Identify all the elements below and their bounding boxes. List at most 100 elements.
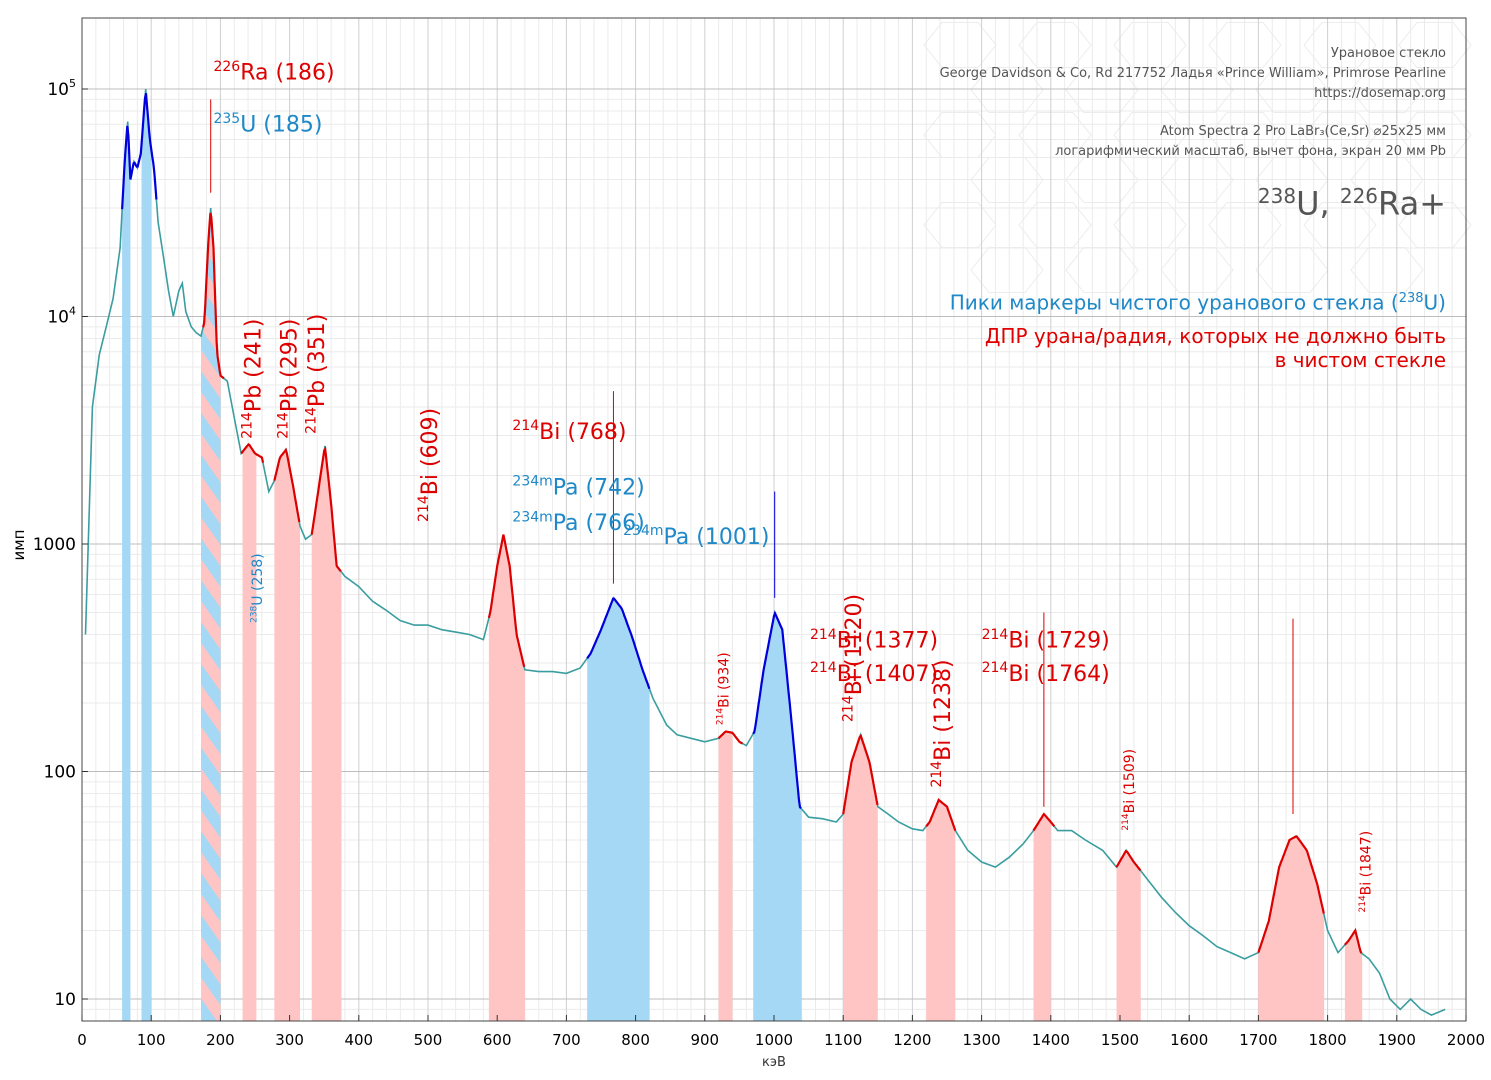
- source-url: https://dosemap.org: [1314, 86, 1446, 101]
- peak-label-text: Bi (1729): [1008, 629, 1109, 654]
- peak-label: 238U (258): [249, 553, 266, 623]
- hexagon: [1160, 247, 1234, 293]
- hexagon: [970, 247, 1044, 293]
- x-tick-label: 1800: [1309, 1031, 1347, 1049]
- y-tick-base: 10: [47, 80, 69, 100]
- y-tick-exponent: 4: [69, 305, 76, 318]
- iso2-mass: 226: [1339, 184, 1379, 208]
- peak-label-mass: 214: [1121, 813, 1131, 830]
- x-tick-label: 1000: [755, 1031, 793, 1049]
- series-segment-blue: [121, 92, 158, 210]
- peak-label-mass: 214: [716, 708, 726, 725]
- peak-band-86: [141, 89, 152, 1021]
- peak-band-588: [488, 538, 525, 1021]
- peak-label: 214Bi (1238): [929, 659, 956, 787]
- peak-label-mass: 235: [213, 111, 240, 127]
- legend-red-line2: в чистом стекле: [1274, 347, 1446, 372]
- peak-label-mass: 238: [249, 605, 259, 622]
- peak-label-mass: 214: [1358, 895, 1368, 912]
- peak-band-232: [242, 444, 257, 1021]
- y-tick-base: 10: [54, 990, 76, 1010]
- peak-band-58: [122, 121, 131, 1021]
- peak-label: 214Bi (768): [512, 418, 626, 445]
- hexagon: [1113, 202, 1187, 248]
- x-tick-label: 1100: [824, 1031, 862, 1049]
- iso2-symbol: Ra+: [1378, 184, 1446, 223]
- peak-label-text: Bi (1509): [1122, 749, 1138, 814]
- x-tick-label: 1200: [893, 1031, 931, 1049]
- y-tick-base: 10: [47, 308, 69, 328]
- peak-label: 214Bi (1407): [810, 660, 938, 687]
- x-tick-label: 500: [414, 1031, 443, 1049]
- hexagon: [1303, 22, 1377, 68]
- iso1-mass: 238: [1257, 184, 1297, 208]
- legend-blue-label: Пики маркеры чистого уранового стекла (: [949, 290, 1399, 315]
- x-tick-label: 1900: [1378, 1031, 1416, 1049]
- peak-band-1375: [1033, 814, 1051, 1021]
- hexagon: [1255, 67, 1329, 113]
- info-block: Урановое стекло George Davidson & Co, Rd…: [940, 44, 1446, 224]
- peak-label: 226Ra (186): [213, 59, 334, 86]
- legend-block: Пики маркеры чистого уранового стекла (2…: [950, 282, 1446, 372]
- peak-label-mass: 226: [213, 59, 240, 75]
- peak-label-text: Bi (934): [716, 652, 732, 708]
- peak-label: 214Bi (1509): [1121, 749, 1138, 831]
- peak-bands: [122, 89, 1363, 1021]
- sample-title: Урановое стекло: [1330, 46, 1446, 61]
- series-segment-red: [202, 212, 225, 380]
- x-tick-label: 600: [483, 1031, 512, 1049]
- series-segment-red: [1257, 835, 1325, 953]
- legend-red-line1: ДПР урана/радия, которых не должно быть: [984, 323, 1446, 348]
- peak-label-mass: 214: [982, 627, 1009, 643]
- peak-label-text: Pb (295): [278, 319, 303, 412]
- series-segment-blue: [752, 610, 802, 810]
- peak-band-730: [587, 597, 650, 1021]
- hexagon: [1398, 202, 1472, 248]
- peak-label-text: Bi (1377): [837, 629, 938, 654]
- peak-label: 214Bi (1377): [810, 627, 938, 654]
- peak-label: 214Bi (934): [716, 652, 733, 725]
- x-tick-label: 900: [690, 1031, 719, 1049]
- x-tick-label: 400: [344, 1031, 373, 1049]
- peak-band-1825: [1344, 931, 1363, 1021]
- hexagon: [1018, 22, 1092, 68]
- peak-label-mass: 214: [982, 660, 1009, 676]
- peak-label: 214Pb (295): [276, 319, 303, 439]
- peak-label-mass: 214: [810, 627, 837, 643]
- x-tick-label: 800: [621, 1031, 650, 1049]
- x-tick-label: 300: [275, 1031, 304, 1049]
- peak-label: 234mPa (766): [512, 509, 644, 536]
- peak-label-text: Pb (241): [242, 319, 267, 412]
- x-tick-label: 2000: [1447, 1031, 1485, 1049]
- peak-band-970: [753, 614, 802, 1021]
- peak-label: 214Bi (1764): [982, 660, 1110, 687]
- series-segment-red: [1032, 812, 1056, 832]
- peak-label-text: Pa (1001): [664, 525, 770, 550]
- peak-label-mass: 214: [810, 660, 837, 676]
- y-tick-label: 1000: [33, 535, 76, 555]
- hexagon: [923, 202, 997, 248]
- hexagon: [1303, 202, 1377, 248]
- legend-blue-sup: 238: [1398, 291, 1424, 306]
- peak-band-1700: [1258, 836, 1325, 1021]
- peak-band-1100: [843, 736, 878, 1021]
- iso1-symbol: U,: [1296, 184, 1340, 223]
- x-tick-label: 1300: [963, 1031, 1001, 1049]
- hexagon: [1113, 22, 1187, 68]
- y-axis-label: имп: [10, 530, 28, 561]
- y-tick-label: 10: [54, 990, 76, 1010]
- peak-label-text: U (258): [250, 553, 266, 605]
- x-tick-label: 1600: [1170, 1031, 1208, 1049]
- series-segment-red: [310, 445, 342, 572]
- peak-band-278: [274, 450, 300, 1021]
- peak-label-text: Ra (186): [240, 61, 334, 86]
- x-axis-ticks: 0 100 200 300 400 500 600 700 800 900 1000 1100 1200…: [77, 1015, 1485, 1049]
- x-tick-label: 1400: [1032, 1031, 1070, 1049]
- peak-label-text: Bi (1120): [842, 594, 867, 695]
- detector-info: Atom Spectra 2 Pro LaBr₃(Ce,Sr) ⌀25x25 м…: [1160, 124, 1446, 139]
- peak-label: 214Bi (1729): [982, 627, 1110, 654]
- peak-label: 214Pb (241): [240, 319, 267, 439]
- peak-label-mass: 214: [240, 412, 256, 439]
